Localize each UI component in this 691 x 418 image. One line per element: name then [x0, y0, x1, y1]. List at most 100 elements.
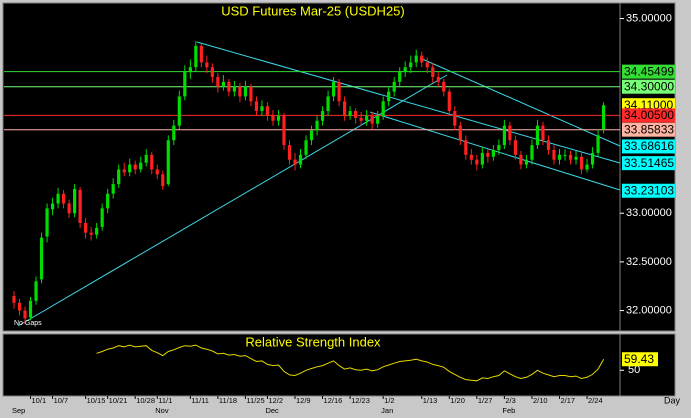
candle-body	[282, 115, 286, 146]
candle-body	[194, 45, 198, 68]
level-label: 33.85833	[624, 122, 674, 136]
candle-body	[210, 67, 214, 77]
candle-body	[89, 232, 93, 235]
rsi-line	[96, 344, 605, 382]
candle-body	[39, 237, 44, 280]
candle-body	[100, 208, 104, 227]
candle-body	[546, 140, 551, 150]
candle-body	[376, 115, 380, 124]
price-panel	[2, 2, 676, 332]
candle-body	[304, 140, 308, 155]
candle-body	[23, 310, 27, 319]
level-box	[622, 64, 675, 79]
candle-body	[183, 72, 187, 97]
candle-body	[469, 154, 473, 160]
candle-body	[475, 159, 479, 165]
candle-body	[464, 140, 468, 155]
candle-body	[502, 125, 506, 146]
candle-body	[436, 76, 440, 82]
candle-body	[265, 106, 270, 116]
x-tick-label: 10/21	[109, 396, 128, 405]
x-tick-label: 2/10	[533, 396, 548, 405]
candle-body	[354, 111, 358, 118]
candle-body	[425, 62, 429, 68]
candle-body	[56, 193, 60, 204]
candle-body	[78, 189, 82, 223]
candle-body	[420, 55, 424, 63]
candle-body	[298, 154, 303, 165]
candle-body	[139, 162, 143, 170]
x-tick-label: 11/11	[191, 396, 209, 405]
candle-body	[552, 149, 556, 160]
candle-body	[249, 86, 253, 102]
candle-body	[392, 81, 396, 92]
rsi-tick-label: 50	[628, 364, 640, 376]
candle-body	[199, 45, 203, 63]
x-tick-label: 1/2	[384, 396, 394, 405]
y-tick-label: 32.50000	[626, 256, 672, 268]
x-tick-label: 1/13	[423, 396, 438, 405]
candle-body	[381, 101, 385, 116]
x-tick-label: 10/15	[87, 396, 106, 405]
level-box	[622, 108, 675, 123]
x-tick-label: 10/1	[32, 396, 47, 405]
level-box	[622, 156, 675, 171]
candle-body	[12, 295, 16, 303]
candle-body	[177, 96, 181, 126]
candle-body	[359, 117, 363, 121]
candle-body	[111, 184, 115, 194]
candle-body	[497, 145, 501, 150]
candle-body	[50, 203, 55, 210]
candle-body	[365, 115, 369, 121]
candle-body	[73, 188, 77, 214]
level-label: 33.68616	[624, 139, 674, 153]
candle-body	[563, 154, 567, 156]
month-label: Dec	[265, 406, 279, 415]
trend-line	[369, 111, 621, 191]
candle-body	[293, 159, 297, 165]
x-tick-label: 11/25	[246, 396, 264, 405]
candle-body	[260, 106, 264, 112]
x-tick-label: 12/23	[351, 396, 370, 405]
candle-body	[276, 115, 281, 121]
rsi-title: Relative Strength Index	[245, 334, 381, 349]
rsi-value-box	[622, 352, 658, 367]
candle-body	[491, 149, 495, 157]
candle-body	[28, 300, 33, 318]
candle-body	[414, 55, 418, 63]
level-label: 34.00500	[624, 108, 674, 122]
candle-body	[568, 154, 573, 160]
candle-body	[205, 62, 209, 68]
candle-body	[287, 145, 292, 160]
note: No Gaps	[14, 320, 42, 327]
trend-line	[419, 57, 621, 147]
candle-body	[188, 67, 192, 73]
candle-body	[486, 152, 490, 157]
candle-body	[172, 125, 176, 141]
level-label: 34.30000	[624, 79, 674, 93]
candle-body	[403, 67, 407, 73]
y-tick-label: 32.00000	[626, 304, 672, 316]
candle-body	[238, 86, 242, 97]
candle-body	[128, 164, 132, 173]
candle-body	[579, 156, 584, 170]
level-box	[622, 79, 675, 94]
candle-body	[590, 152, 595, 165]
candle-body	[221, 81, 225, 87]
candle-body	[348, 111, 352, 116]
candle-body	[337, 81, 341, 102]
month-label: Jan	[381, 406, 393, 415]
x-tick-label: 12/16	[324, 396, 343, 405]
x-tick-label: 1/27	[478, 396, 493, 405]
candle-body	[122, 169, 126, 173]
candle-body	[150, 154, 154, 170]
x-tick-label: 2/24	[588, 396, 603, 405]
candle-body	[106, 193, 110, 209]
x-tick-label: 10/28	[136, 396, 155, 405]
level-box	[622, 183, 675, 198]
candle-body	[84, 222, 88, 233]
candle-body	[61, 193, 66, 204]
candle-body	[271, 115, 275, 121]
